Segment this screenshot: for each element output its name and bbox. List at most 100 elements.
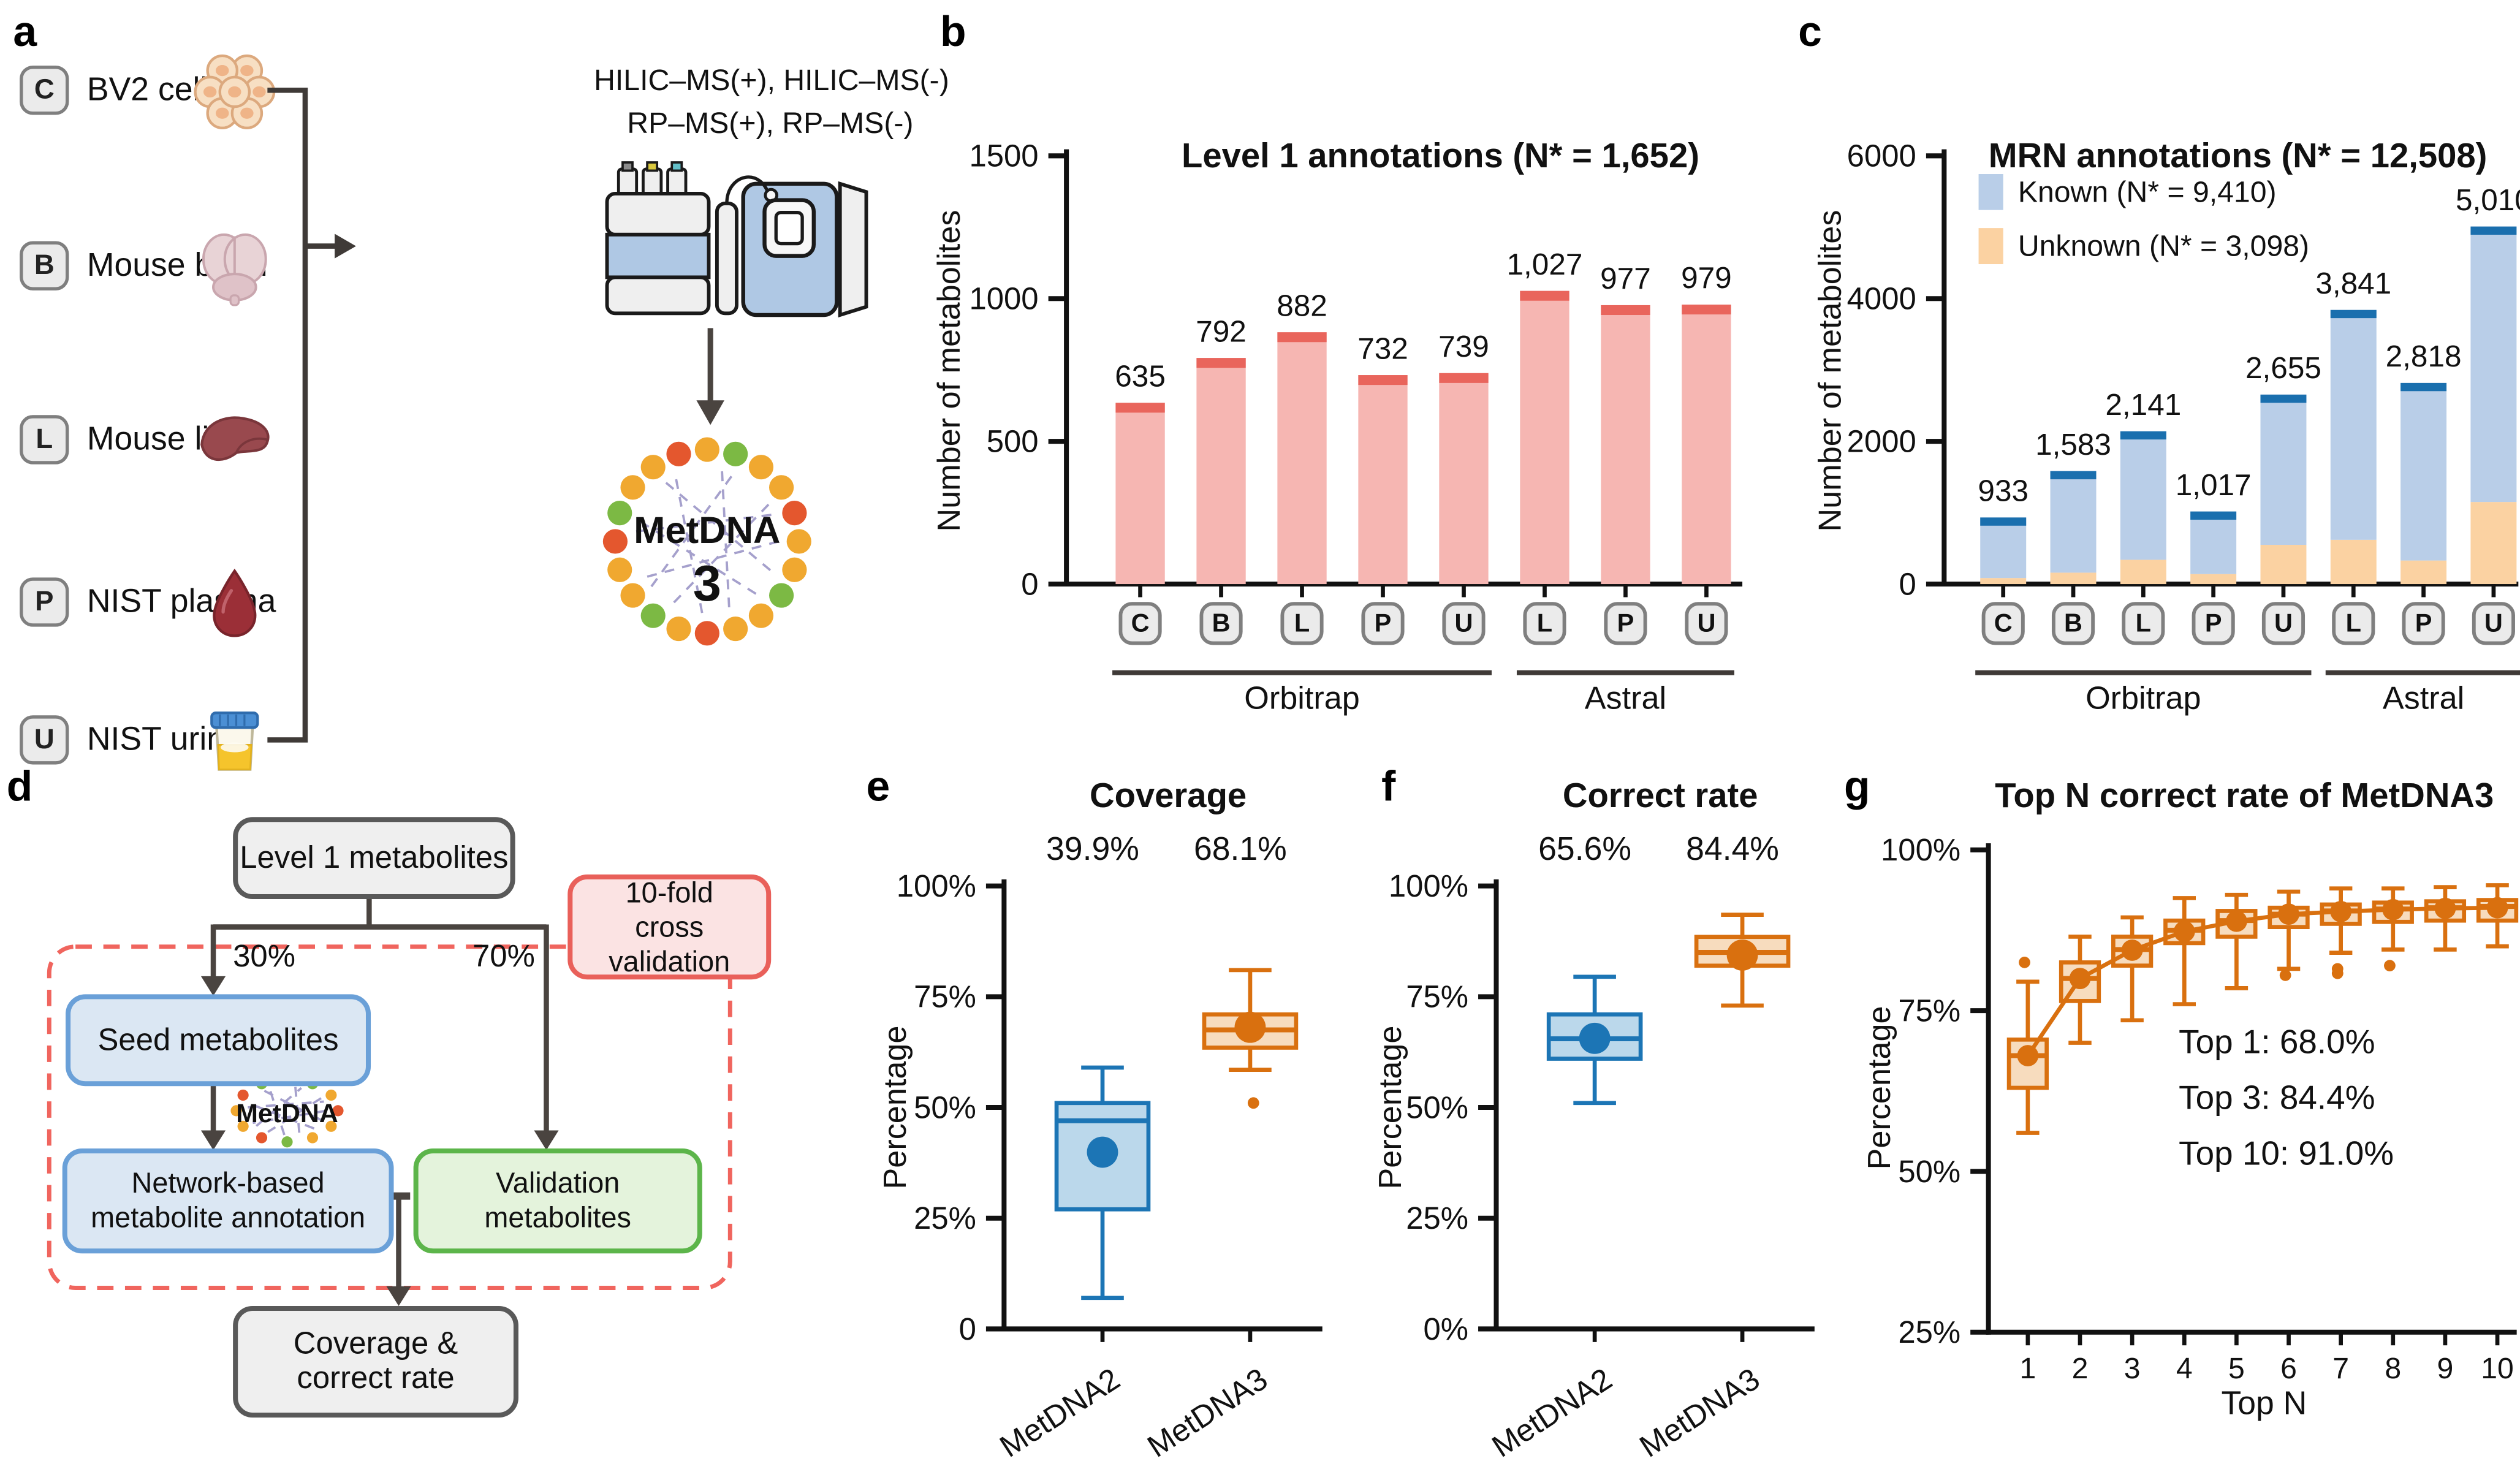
bar-cap bbox=[1196, 358, 1245, 368]
chart-title: Level 1 annotations (N* = 1,652) bbox=[1182, 136, 1699, 175]
bar-value-label: 635 bbox=[1115, 359, 1166, 393]
svg-text:50%: 50% bbox=[1406, 1090, 1468, 1125]
x-category-label: MetDNA2 bbox=[993, 1361, 1126, 1464]
group-label: Orbitrap bbox=[1244, 681, 1360, 716]
bar-cap bbox=[2400, 383, 2446, 391]
svg-text:75%: 75% bbox=[914, 979, 976, 1014]
chart-title: MRN annotations (N* = 12,508) bbox=[1989, 136, 2488, 175]
svg-text:B: B bbox=[1212, 609, 1231, 637]
svg-text:0: 0 bbox=[959, 1311, 976, 1346]
mean-dot bbox=[2382, 899, 2404, 920]
svg-text:P: P bbox=[2205, 609, 2222, 637]
mean-dot bbox=[2174, 921, 2195, 943]
bar-cap bbox=[1520, 291, 1569, 301]
bar-value-label: 977 bbox=[1600, 262, 1651, 295]
bar-cap bbox=[2190, 512, 2236, 520]
bar-cap bbox=[1601, 305, 1650, 315]
bar-unknown bbox=[2400, 561, 2446, 584]
bar bbox=[1358, 375, 1407, 584]
y-axis-label: Percentage bbox=[1373, 1026, 1408, 1190]
mean-dot bbox=[2017, 1045, 2038, 1066]
annotation-text: Top 1: 68.0% bbox=[2179, 1023, 2375, 1061]
x-tick-label: 9 bbox=[2437, 1352, 2454, 1385]
svg-text:L: L bbox=[1537, 609, 1552, 637]
mean-dot bbox=[2226, 911, 2247, 932]
svg-text:P: P bbox=[2415, 609, 2432, 637]
x-tick-label: 8 bbox=[2385, 1352, 2401, 1385]
bar-value-label: 5,010 bbox=[2456, 183, 2520, 217]
mean-value-label: 68.1% bbox=[1194, 831, 1287, 867]
mean-dot bbox=[2435, 898, 2456, 919]
y-axis-label: Percentage bbox=[1862, 1006, 1897, 1169]
bar-value-label: 732 bbox=[1357, 332, 1408, 365]
mean-dot bbox=[2122, 939, 2143, 961]
x-tick-label: 1 bbox=[2019, 1352, 2036, 1385]
bar-unknown bbox=[1980, 578, 2026, 584]
bar-known bbox=[2120, 431, 2166, 560]
bar-unknown bbox=[2470, 502, 2516, 584]
bar-known bbox=[2470, 227, 2516, 503]
svg-text:1500: 1500 bbox=[969, 139, 1038, 173]
bar-cap bbox=[2051, 471, 2097, 479]
chart-e: 025%50%75%100%CoveragePercentage39.9%Met… bbox=[878, 776, 1323, 1464]
svg-text:0: 0 bbox=[1899, 566, 1916, 601]
svg-text:U: U bbox=[1455, 609, 1473, 637]
svg-text:0: 0 bbox=[1021, 566, 1038, 601]
chart-f: 0%25%50%75%100%Correct ratePercentage65.… bbox=[1373, 776, 1815, 1464]
bar-unknown bbox=[2051, 572, 2097, 584]
bar-unknown bbox=[2190, 574, 2236, 584]
outlier-dot bbox=[2384, 960, 2396, 971]
bar-cap bbox=[2260, 395, 2306, 403]
charts-canvas: 050010001500 Level 1 annotations (N* = 1,… bbox=[0, 0, 2520, 1469]
x-tick-label: 2 bbox=[2072, 1352, 2089, 1385]
bar-cap bbox=[2470, 227, 2516, 235]
group-label: Astral bbox=[2383, 681, 2464, 716]
x-category-label: MetDNA3 bbox=[1633, 1361, 1766, 1464]
svg-text:2000: 2000 bbox=[1847, 424, 1916, 459]
svg-text:U: U bbox=[2484, 609, 2503, 637]
svg-text:75%: 75% bbox=[1406, 979, 1468, 1014]
group-label: Orbitrap bbox=[2085, 681, 2201, 716]
bar-known bbox=[2190, 512, 2236, 574]
svg-text:C: C bbox=[1131, 609, 1150, 637]
bar bbox=[1115, 403, 1164, 584]
x-category-label: MetDNA3 bbox=[1141, 1361, 1273, 1464]
svg-text:L: L bbox=[2346, 609, 2361, 637]
svg-text:100%: 100% bbox=[1389, 868, 1468, 903]
svg-text:500: 500 bbox=[987, 424, 1039, 459]
x-tick-label: 5 bbox=[2228, 1352, 2245, 1385]
annotation-text: Top 3: 84.4% bbox=[2179, 1079, 2375, 1117]
mean-dot bbox=[2278, 903, 2299, 925]
svg-text:L: L bbox=[1294, 609, 1310, 637]
mean-value-label: 39.9% bbox=[1046, 831, 1139, 867]
svg-text:50%: 50% bbox=[1898, 1154, 1960, 1189]
bar-value-label: 3,841 bbox=[2315, 267, 2391, 300]
figure-canvas: a b c d e f g C BV2 cell bbox=[0, 0, 2520, 1469]
bar-cap bbox=[1115, 403, 1164, 412]
svg-text:25%: 25% bbox=[914, 1201, 976, 1236]
svg-text:1000: 1000 bbox=[969, 281, 1038, 316]
svg-text:100%: 100% bbox=[1881, 832, 1960, 867]
x-tick-label: 6 bbox=[2280, 1352, 2297, 1385]
x-category-label: MetDNA2 bbox=[1486, 1361, 1618, 1464]
y-axis-label: Percentage bbox=[878, 1026, 913, 1190]
bar-known bbox=[2260, 395, 2306, 545]
bar-cap bbox=[1682, 305, 1731, 314]
mean-dot bbox=[2487, 897, 2508, 919]
mean-dot bbox=[1727, 939, 1758, 971]
svg-text:L: L bbox=[2136, 609, 2151, 637]
mean-dot bbox=[2330, 901, 2351, 922]
mean-dot bbox=[1579, 1023, 1611, 1054]
svg-text:B: B bbox=[2064, 609, 2082, 637]
svg-text:U: U bbox=[2274, 609, 2293, 637]
bar-value-label: 2,818 bbox=[2386, 340, 2462, 373]
svg-text:6000: 6000 bbox=[1847, 139, 1916, 173]
svg-text:C: C bbox=[1994, 609, 2013, 637]
bar-cap bbox=[1439, 373, 1488, 383]
bar bbox=[1601, 305, 1650, 584]
metdna3-figure: a b c d e f g C BV2 cell bbox=[0, 0, 2520, 1469]
bar-unknown bbox=[2260, 545, 2306, 584]
mean-value-label: 84.4% bbox=[1686, 831, 1779, 867]
svg-text:4000: 4000 bbox=[1847, 281, 1916, 316]
x-tick-label: 10 bbox=[2481, 1352, 2514, 1385]
